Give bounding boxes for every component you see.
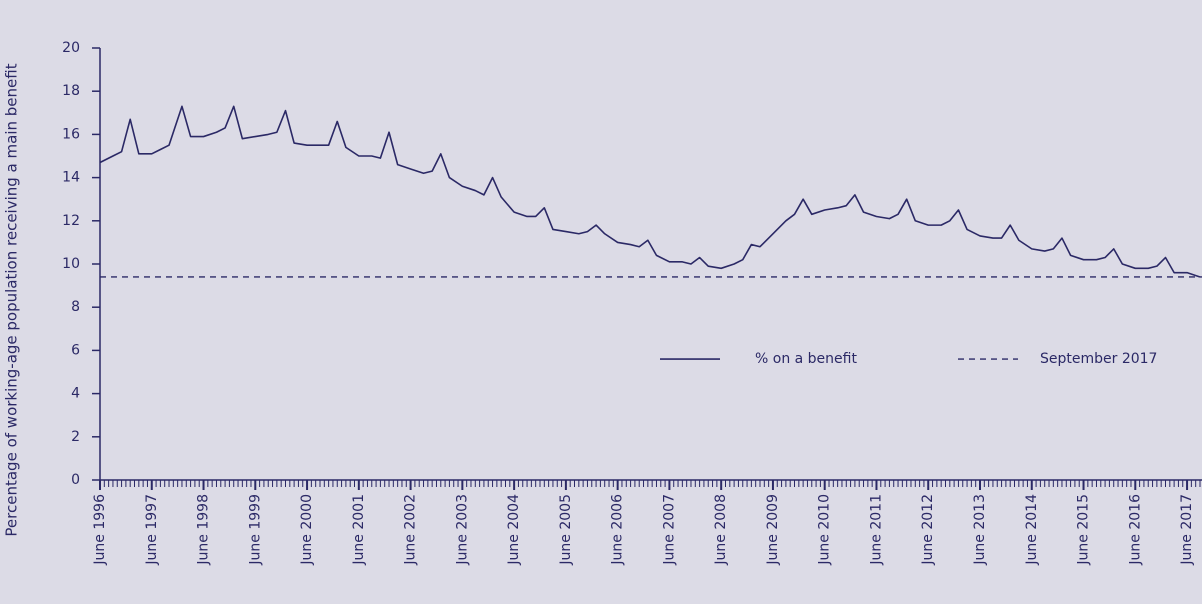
- legend-label: % on a benefit: [755, 351, 857, 367]
- x-tick-label: June 2002: [403, 494, 419, 566]
- y-tick-label: 12: [62, 213, 80, 229]
- x-tick-label: June 2005: [558, 494, 574, 566]
- x-tick-label: June 2011: [868, 494, 884, 566]
- x-tick-label: June 2003: [454, 494, 470, 566]
- y-tick-label: 6: [71, 342, 80, 358]
- x-tick-label: June 1996: [92, 494, 108, 566]
- x-tick-label: June 1998: [196, 494, 212, 566]
- y-tick-label: 4: [71, 386, 80, 402]
- x-tick-label: June 1997: [144, 494, 160, 566]
- y-tick-label: 16: [62, 126, 80, 142]
- y-tick-label: 8: [71, 299, 80, 315]
- x-tick-label: June 2016: [1127, 494, 1143, 566]
- x-tick-label: June 2006: [610, 494, 626, 566]
- x-tick-label: June 2008: [713, 494, 729, 566]
- y-tick-label: 14: [62, 170, 80, 186]
- x-tick-label: June 2017: [1179, 494, 1195, 566]
- y-tick-label: 2: [71, 429, 80, 445]
- x-tick-label: June 2015: [1076, 494, 1092, 566]
- x-tick-label: June 2010: [817, 494, 833, 566]
- x-tick-label: June 2012: [920, 494, 936, 566]
- y-axis-title: Percentage of working-age population rec…: [3, 63, 21, 536]
- y-tick-label: 18: [62, 83, 80, 99]
- x-tick-label: June 2014: [1024, 494, 1040, 566]
- x-tick-label: June 2007: [661, 494, 677, 566]
- x-tick-label: June 1999: [247, 494, 263, 566]
- x-tick-label: June 2013: [972, 494, 988, 566]
- y-tick-label: 20: [62, 40, 80, 56]
- y-tick-label: 0: [71, 472, 80, 488]
- x-tick-label: June 2001: [351, 494, 367, 566]
- y-tick-label: 10: [62, 256, 80, 272]
- legend-label: September 2017: [1040, 351, 1157, 367]
- data-line: [99, 105, 1201, 278]
- x-tick-label: June 2004: [506, 494, 522, 566]
- x-tick-label: June 2000: [299, 494, 315, 566]
- x-tick-label: June 2009: [765, 494, 781, 566]
